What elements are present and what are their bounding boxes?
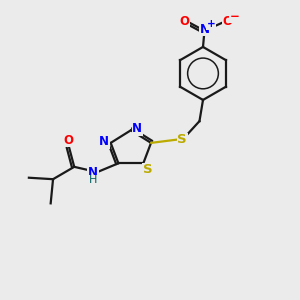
Text: O: O: [223, 14, 233, 28]
Text: H: H: [89, 176, 97, 185]
Text: N: N: [99, 135, 109, 148]
Text: N: N: [88, 166, 98, 179]
Text: O: O: [179, 14, 189, 28]
Text: −: −: [230, 10, 239, 22]
Text: S: S: [143, 163, 153, 176]
Text: N: N: [132, 122, 142, 135]
Text: O: O: [64, 134, 74, 147]
Text: +: +: [207, 19, 215, 29]
Text: N: N: [200, 23, 209, 36]
Text: S: S: [177, 134, 187, 146]
